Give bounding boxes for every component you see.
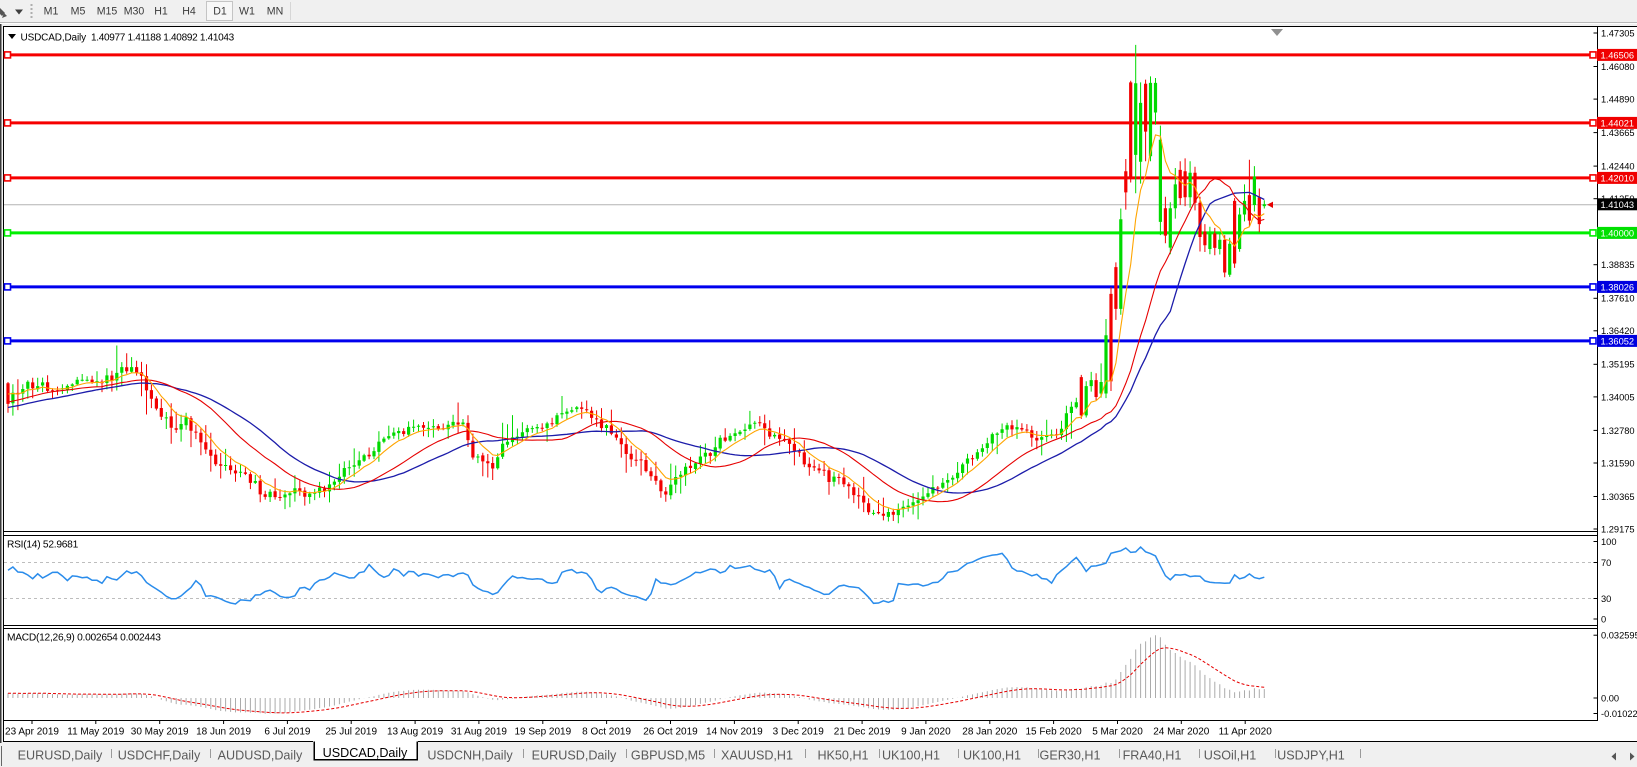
svg-text:M5: M5 xyxy=(71,6,86,18)
svg-text:GER30,H1: GER30,H1 xyxy=(1040,749,1101,763)
svg-text:0.00: 0.00 xyxy=(1601,693,1619,703)
svg-text:3 Dec 2019: 3 Dec 2019 xyxy=(773,727,825,738)
svg-text:9 Jan 2020: 9 Jan 2020 xyxy=(901,727,951,738)
svg-text:1.36420: 1.36420 xyxy=(1601,326,1635,336)
svg-text:EURUSD,Daily: EURUSD,Daily xyxy=(18,749,103,763)
svg-text:USDJPY,H1: USDJPY,H1 xyxy=(1277,749,1345,763)
svg-text:21 Dec 2019: 21 Dec 2019 xyxy=(834,727,891,738)
svg-text:26 Oct 2019: 26 Oct 2019 xyxy=(643,727,698,738)
svg-text:1.29175: 1.29175 xyxy=(1601,524,1635,534)
svg-text:28 Jan 2020: 28 Jan 2020 xyxy=(962,727,1017,738)
svg-text:RSI(14) 52.9681: RSI(14) 52.9681 xyxy=(7,540,79,551)
svg-text:1.47305: 1.47305 xyxy=(1601,28,1635,38)
svg-text:1.42440: 1.42440 xyxy=(1601,162,1635,172)
svg-text:UK100,H1: UK100,H1 xyxy=(882,749,940,763)
svg-text:UK100,H1: UK100,H1 xyxy=(963,749,1021,763)
svg-text:18 Jun 2019: 18 Jun 2019 xyxy=(196,727,251,738)
svg-text:1.34005: 1.34005 xyxy=(1601,392,1635,402)
svg-text:M30: M30 xyxy=(124,6,145,18)
svg-text:W1: W1 xyxy=(239,6,255,18)
svg-text:1.31590: 1.31590 xyxy=(1601,458,1635,468)
svg-text:1.41043: 1.41043 xyxy=(1601,200,1635,210)
svg-text:30: 30 xyxy=(1601,594,1611,604)
svg-text:MN: MN xyxy=(267,6,283,18)
svg-text:MACD(12,26,9) 0.002654 0.00244: MACD(12,26,9) 0.002654 0.002443 xyxy=(7,633,161,644)
svg-text:13 Aug 2019: 13 Aug 2019 xyxy=(387,727,444,738)
svg-text:1.32780: 1.32780 xyxy=(1601,426,1635,436)
svg-text:AUDUSD,Daily: AUDUSD,Daily xyxy=(218,749,303,763)
svg-text:70: 70 xyxy=(1601,558,1611,568)
svg-text:6 Jul 2019: 6 Jul 2019 xyxy=(264,727,311,738)
svg-text:23 Apr 2019: 23 Apr 2019 xyxy=(5,727,59,738)
svg-text:11 May 2019: 11 May 2019 xyxy=(67,727,125,738)
svg-text:0.032595: 0.032595 xyxy=(1601,631,1637,641)
svg-text:USDCNH,Daily: USDCNH,Daily xyxy=(427,749,513,763)
svg-text:31 Aug 2019: 31 Aug 2019 xyxy=(451,727,508,738)
svg-text:XAUUSD,H1: XAUUSD,H1 xyxy=(721,749,793,763)
svg-text:HK50,H1: HK50,H1 xyxy=(817,749,868,763)
svg-text:GBPUSD,M5: GBPUSD,M5 xyxy=(631,749,705,763)
svg-text:1.35195: 1.35195 xyxy=(1601,360,1635,370)
svg-text:D1: D1 xyxy=(213,6,227,18)
svg-text:100: 100 xyxy=(1601,537,1617,547)
svg-text:19 Sep 2019: 19 Sep 2019 xyxy=(514,727,571,738)
svg-text:USOil,H1: USOil,H1 xyxy=(1204,749,1256,763)
svg-text:25 Jul 2019: 25 Jul 2019 xyxy=(325,727,377,738)
svg-text:-0.010221: -0.010221 xyxy=(1601,709,1637,719)
svg-text:15 Feb 2020: 15 Feb 2020 xyxy=(1026,727,1083,738)
svg-text:1.38835: 1.38835 xyxy=(1601,260,1635,270)
svg-text:USDCAD,Daily: USDCAD,Daily xyxy=(323,746,408,760)
svg-text:11 Apr 2020: 11 Apr 2020 xyxy=(1219,727,1273,738)
svg-text:1.42010: 1.42010 xyxy=(1601,174,1635,184)
svg-text:24 Mar 2020: 24 Mar 2020 xyxy=(1153,727,1210,738)
svg-text:1.37610: 1.37610 xyxy=(1601,294,1635,304)
svg-text:1.40977 1.41188 1.40892 1.4104: 1.40977 1.41188 1.40892 1.41043 xyxy=(91,33,235,44)
svg-text:1.43665: 1.43665 xyxy=(1601,128,1635,138)
svg-text:USDCHF,Daily: USDCHF,Daily xyxy=(118,749,201,763)
svg-text:1.30365: 1.30365 xyxy=(1601,492,1635,502)
svg-text:1.44890: 1.44890 xyxy=(1601,95,1635,105)
svg-text:5 Mar 2020: 5 Mar 2020 xyxy=(1092,727,1143,738)
svg-text:30 May 2019: 30 May 2019 xyxy=(131,727,189,738)
svg-text:1.44021: 1.44021 xyxy=(1601,119,1635,129)
svg-text:FRA40,H1: FRA40,H1 xyxy=(1123,749,1182,763)
svg-text:1.36052: 1.36052 xyxy=(1601,337,1635,347)
svg-text:8 Oct 2019: 8 Oct 2019 xyxy=(582,727,631,738)
svg-text:M15: M15 xyxy=(97,6,118,18)
svg-text:1.38026: 1.38026 xyxy=(1601,283,1635,293)
svg-text:M1: M1 xyxy=(44,6,59,18)
svg-text:1.46506: 1.46506 xyxy=(1601,51,1635,61)
svg-text:1.46080: 1.46080 xyxy=(1601,62,1635,72)
svg-text:0: 0 xyxy=(1601,614,1606,624)
svg-text:EURUSD,Daily: EURUSD,Daily xyxy=(532,749,617,763)
svg-text:14 Nov 2019: 14 Nov 2019 xyxy=(706,727,763,738)
svg-text:H4: H4 xyxy=(182,6,196,18)
svg-text:H1: H1 xyxy=(154,6,168,18)
svg-text:USDCAD,Daily: USDCAD,Daily xyxy=(21,33,87,44)
svg-text:1.40000: 1.40000 xyxy=(1601,229,1635,239)
